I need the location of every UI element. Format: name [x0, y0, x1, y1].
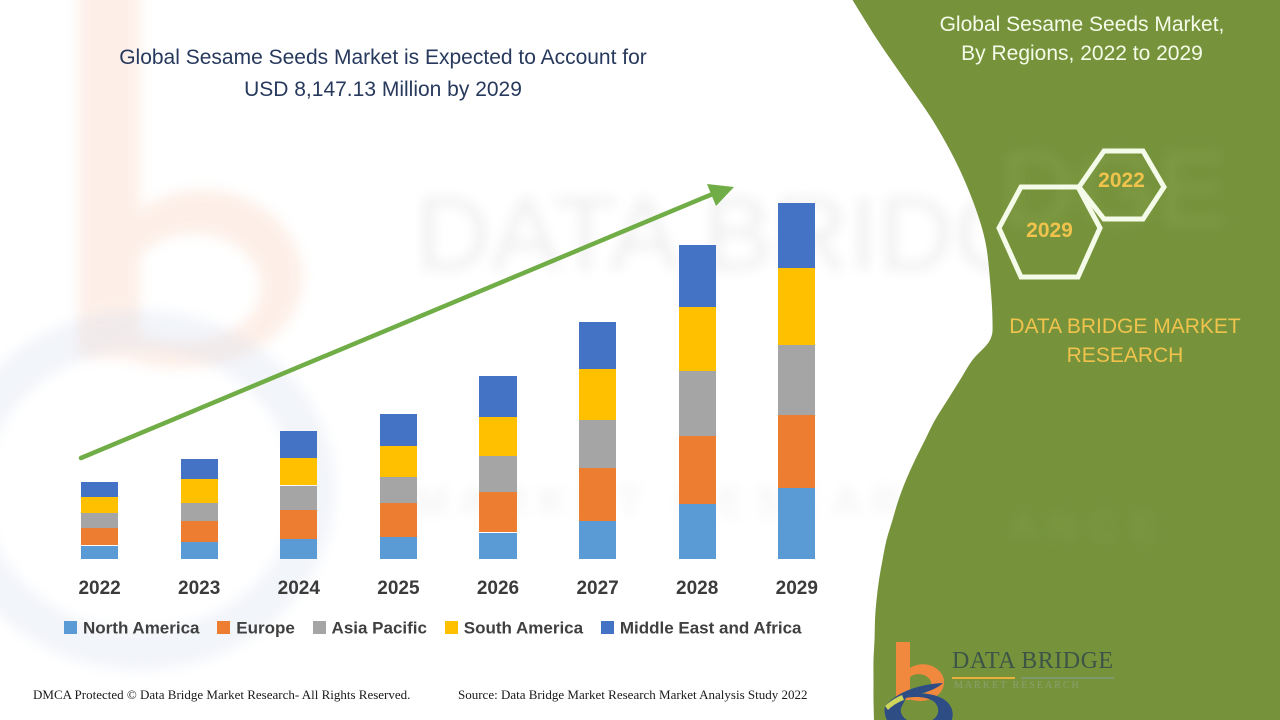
svg-text:ANCE: ANCE — [1010, 505, 1169, 549]
